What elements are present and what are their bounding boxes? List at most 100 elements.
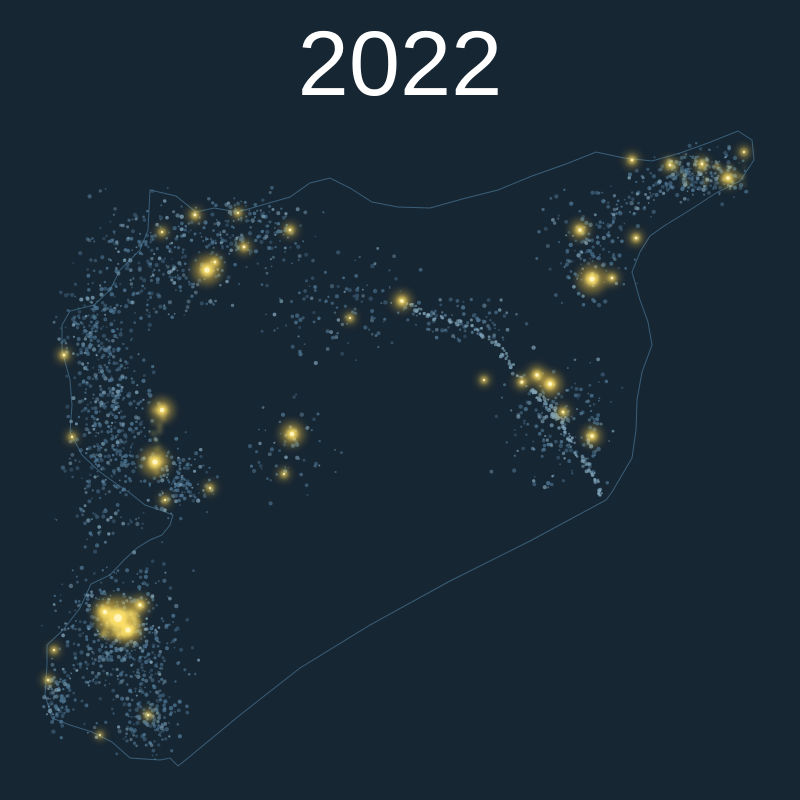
dim-light-dot bbox=[707, 148, 711, 152]
dim-light-dot bbox=[568, 242, 573, 248]
dim-light-dot bbox=[61, 699, 66, 704]
dim-light-dot bbox=[110, 430, 113, 433]
dim-light-dot bbox=[91, 661, 96, 666]
dim-light-dot bbox=[105, 234, 108, 238]
dim-light-dot bbox=[120, 415, 125, 420]
dim-light-dot bbox=[695, 142, 698, 145]
dim-light-dot bbox=[232, 226, 235, 229]
dim-light-dot bbox=[97, 655, 102, 660]
dim-light-dot bbox=[295, 455, 300, 460]
dim-light-dot bbox=[202, 494, 207, 499]
dim-light-dot bbox=[134, 687, 137, 690]
dim-light-dot bbox=[707, 191, 711, 195]
dim-light-dot bbox=[635, 192, 640, 196]
dim-light-dot bbox=[512, 363, 516, 366]
dim-light-dot bbox=[609, 223, 613, 227]
dim-light-dot bbox=[157, 580, 160, 582]
dim-light-dot bbox=[150, 678, 155, 683]
dim-light-dot bbox=[660, 184, 665, 189]
dim-light-dot bbox=[712, 185, 718, 190]
dim-light-dot bbox=[476, 319, 480, 323]
dim-light-dot bbox=[574, 386, 579, 391]
dim-light-dot bbox=[253, 249, 259, 254]
dim-light-dot bbox=[88, 481, 91, 484]
dim-light-dot bbox=[190, 646, 195, 650]
dim-light-dot bbox=[133, 321, 137, 324]
dim-light-dot bbox=[72, 651, 78, 656]
dim-light-dot bbox=[566, 367, 569, 369]
dim-light-dot bbox=[507, 359, 511, 363]
dim-light-dot bbox=[441, 311, 444, 314]
dim-light-dot bbox=[606, 204, 611, 209]
dim-light-dot bbox=[140, 420, 144, 423]
dim-light-dot bbox=[316, 412, 320, 416]
dim-light-dot bbox=[456, 304, 460, 308]
dim-light-dot bbox=[89, 465, 95, 470]
dim-light-dot bbox=[453, 336, 456, 339]
dim-light-dot bbox=[93, 372, 98, 378]
dim-light-dot bbox=[125, 712, 129, 717]
dim-light-dot bbox=[137, 353, 140, 356]
dim-light-dot bbox=[265, 271, 269, 275]
dim-light-dot bbox=[224, 239, 228, 243]
dim-light-dot bbox=[127, 427, 133, 432]
dim-light-dot bbox=[108, 463, 111, 466]
dim-light-dot bbox=[176, 484, 181, 488]
dim-light-dot bbox=[142, 673, 146, 678]
dim-light-dot bbox=[193, 458, 196, 461]
dim-light-dot bbox=[579, 387, 583, 392]
dim-light-dot bbox=[703, 193, 706, 196]
dim-light-dot bbox=[245, 218, 249, 223]
dim-light-dot bbox=[600, 263, 605, 268]
dim-light-dot bbox=[157, 680, 161, 683]
city-light-core bbox=[62, 353, 66, 357]
dim-light-dot bbox=[140, 662, 144, 666]
dim-light-dot bbox=[88, 680, 92, 683]
dim-light-dot bbox=[110, 436, 115, 441]
dim-light-dot bbox=[184, 224, 188, 228]
dim-light-dot bbox=[121, 670, 125, 674]
dim-light-dot bbox=[187, 490, 190, 493]
dim-light-dot bbox=[75, 514, 80, 518]
dim-light-dot bbox=[128, 596, 132, 600]
dim-light-dot bbox=[175, 488, 180, 493]
dim-light-dot bbox=[593, 480, 598, 485]
dim-light-dot bbox=[599, 422, 603, 426]
dim-light-dot bbox=[62, 687, 65, 691]
dim-light-dot bbox=[606, 201, 610, 205]
dim-light-dot bbox=[318, 298, 322, 302]
dim-light-dot bbox=[106, 454, 111, 459]
dim-light-dot bbox=[598, 397, 601, 400]
dim-light-dot bbox=[94, 680, 99, 685]
dim-light-dot bbox=[552, 414, 555, 418]
dim-light-dot bbox=[125, 739, 129, 743]
dim-light-dot bbox=[459, 319, 463, 323]
dim-light-dot bbox=[50, 720, 55, 724]
dim-light-dot bbox=[92, 640, 96, 644]
dim-light-dot bbox=[161, 541, 164, 543]
dim-light-dot bbox=[219, 283, 222, 287]
dim-light-dot bbox=[233, 197, 236, 200]
dim-light-dot bbox=[236, 201, 240, 206]
dim-light-dot bbox=[99, 590, 104, 595]
dim-light-dot bbox=[91, 650, 94, 653]
dim-light-dot bbox=[78, 603, 82, 606]
dim-light-dot bbox=[172, 226, 177, 231]
dim-light-dot bbox=[90, 590, 93, 594]
dim-light-dot bbox=[142, 215, 145, 219]
dim-light-dot bbox=[113, 426, 117, 430]
dim-light-dot bbox=[370, 309, 375, 313]
dim-light-dot bbox=[560, 301, 564, 305]
dim-light-dot bbox=[229, 236, 232, 239]
dim-light-dot bbox=[342, 276, 345, 280]
dim-light-dot bbox=[139, 681, 144, 686]
dim-light-dot bbox=[560, 395, 564, 399]
dim-light-dot bbox=[588, 222, 593, 227]
dim-light-dot bbox=[276, 211, 281, 216]
dim-light-dot bbox=[523, 422, 526, 425]
dim-light-dot bbox=[136, 384, 139, 387]
dim-light-dot bbox=[170, 512, 173, 515]
dim-light-dot bbox=[644, 192, 648, 197]
dim-light-dot bbox=[274, 464, 278, 468]
dim-light-dot bbox=[193, 232, 197, 236]
